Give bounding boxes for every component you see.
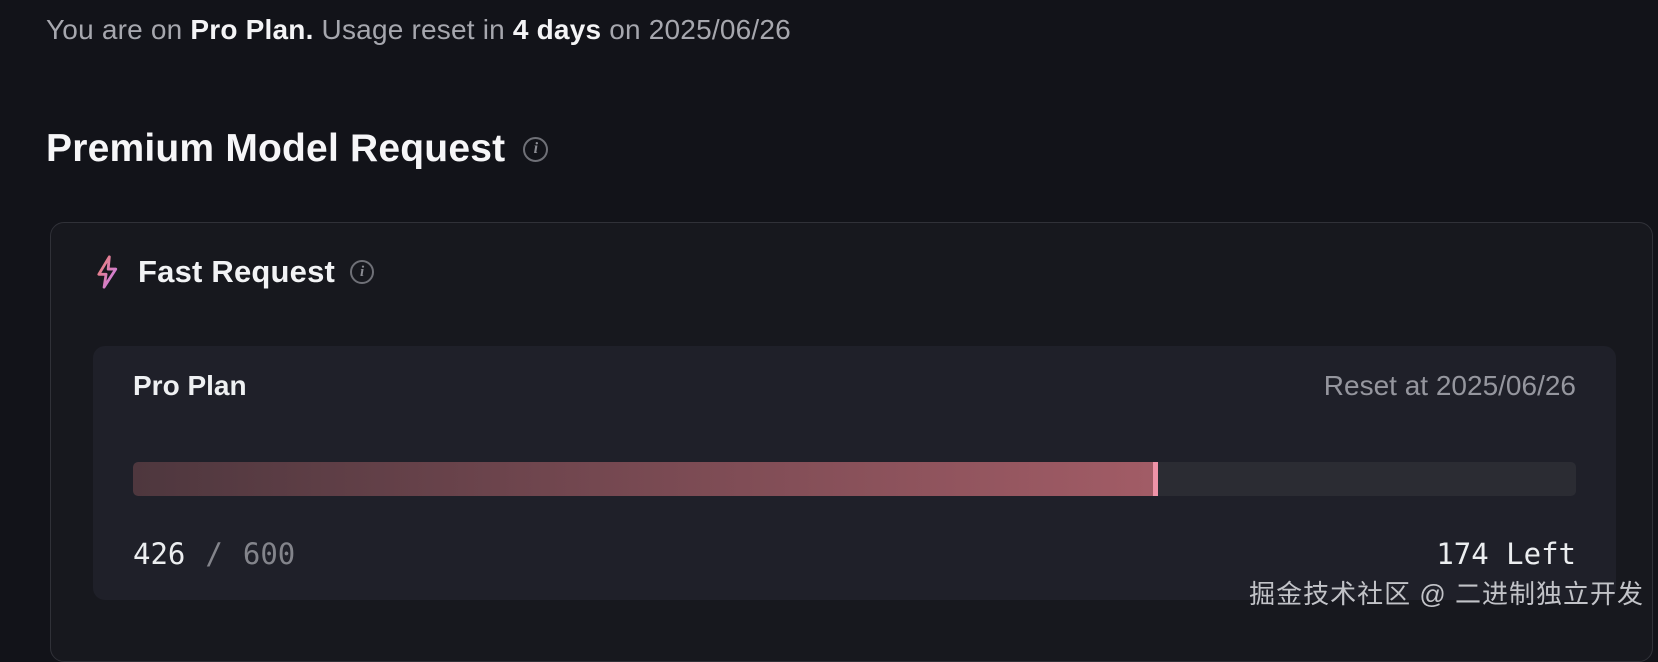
used-count: 426 xyxy=(133,537,186,571)
reset-date-label: Reset at 2025/06/26 xyxy=(1323,370,1576,401)
lightning-bolt-icon xyxy=(93,251,123,293)
usage-numbers-row: 426 / 600 174 Left xyxy=(133,536,1576,572)
fraction-separator: / xyxy=(205,537,223,571)
status-days-remaining: 4 days xyxy=(512,14,602,45)
fast-request-card: Fast Request i Pro Plan Reset at 2025/06… xyxy=(50,222,1653,662)
page-title: Premium Model Request xyxy=(46,127,506,170)
info-icon[interactable]: i xyxy=(350,260,375,284)
status-plan-name: Pro Plan. xyxy=(190,14,314,45)
info-icon[interactable]: i xyxy=(523,136,549,162)
plan-row: Pro Plan Reset at 2025/06/26 xyxy=(133,366,1576,406)
watermark-text: 掘金技术社区 @ 二进制独立开发 xyxy=(1249,579,1644,609)
plan-name-label: Pro Plan xyxy=(133,370,247,401)
premium-model-request-heading: Premium Model Request i xyxy=(46,127,549,171)
card-title: Fast Request xyxy=(138,254,336,289)
fast-request-header: Fast Request i xyxy=(51,223,1652,293)
total-count: 600 xyxy=(242,537,296,571)
usage-progress-fill xyxy=(133,462,1158,496)
usage-panel: Pro Plan Reset at 2025/06/26 426 / 600 1… xyxy=(93,346,1616,600)
status-prefix: You are on xyxy=(46,14,191,45)
status-reset-date: on 2025/06/26 xyxy=(601,14,791,45)
remaining-count: 174 Left xyxy=(1436,537,1576,571)
usage-fraction: 426 / 600 xyxy=(133,536,295,572)
plan-status-line: You are on Pro Plan. Usage reset in 4 da… xyxy=(46,12,791,48)
usage-progress-track xyxy=(133,462,1576,496)
status-middle: Usage reset in xyxy=(313,14,513,45)
